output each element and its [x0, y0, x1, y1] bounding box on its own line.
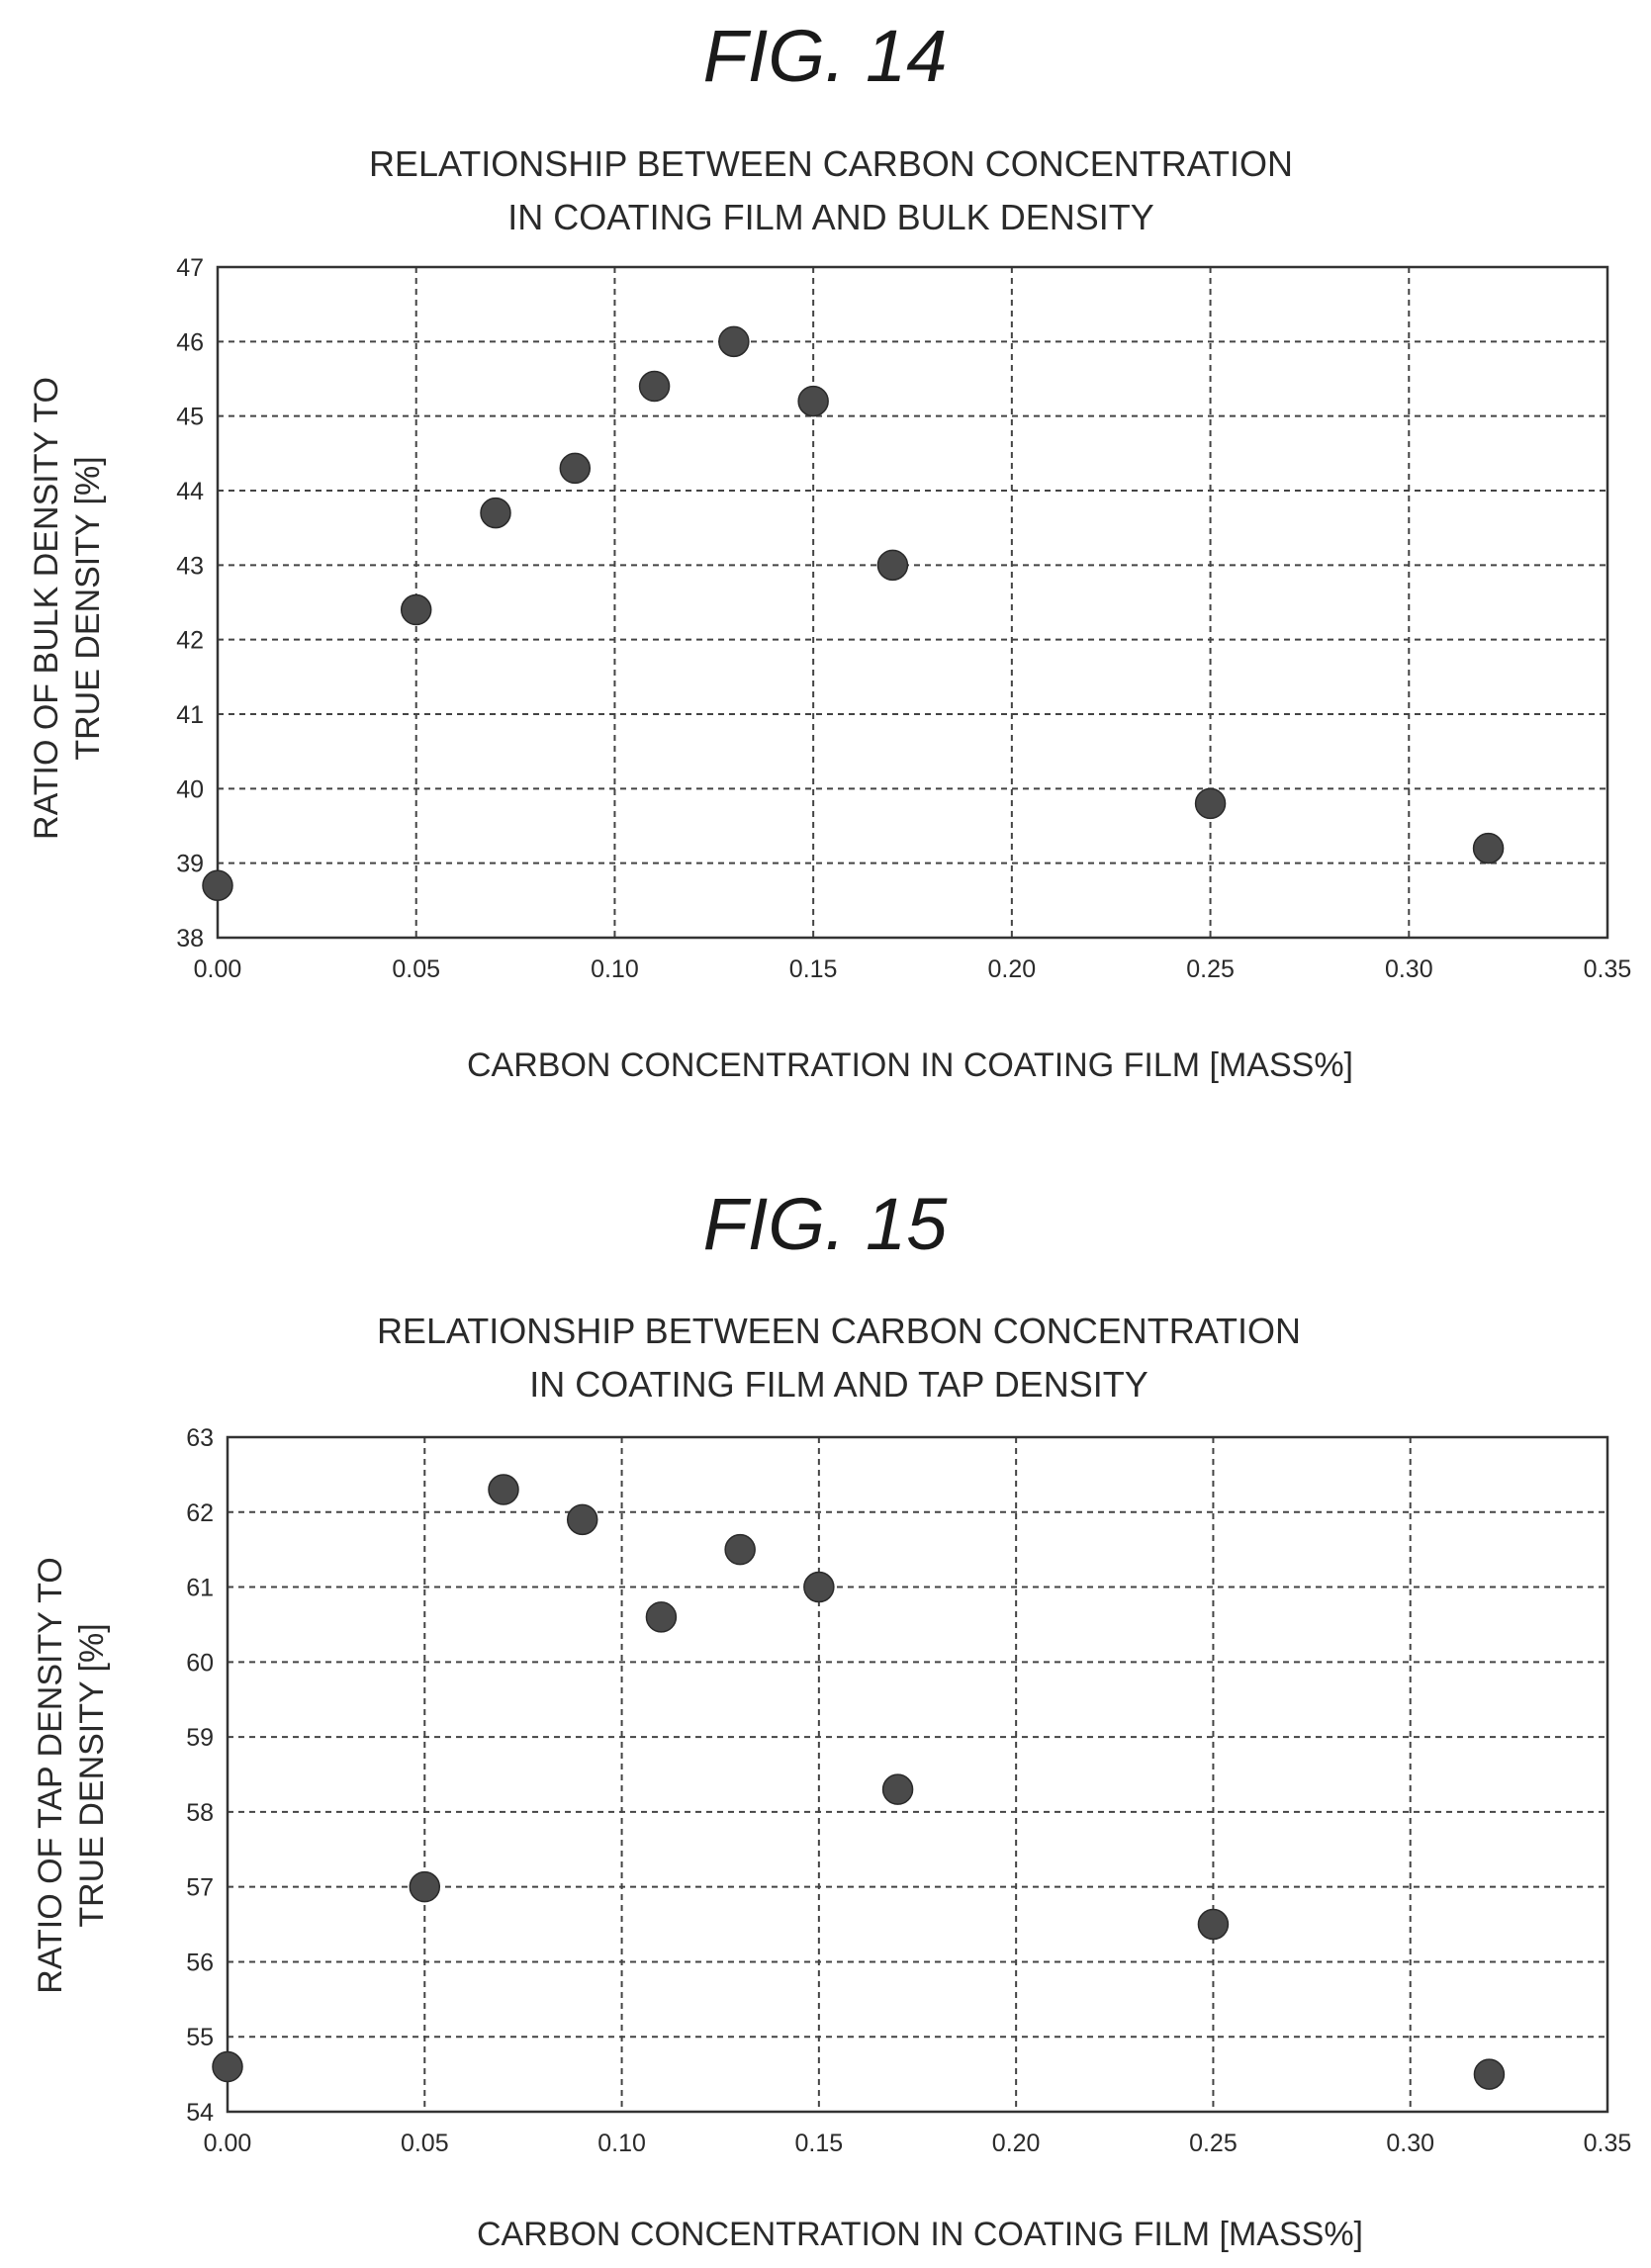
chart-14-y-tick-label: 43 [176, 552, 204, 580]
chart-14-data-point [202, 869, 233, 902]
chart-15-title-line-2: IN COATING FILM AND TAP DENSITY [529, 1364, 1147, 1405]
chart-15-x-tick-label: 0.35 [1584, 2130, 1632, 2157]
chart-14-x-axis-label: CARBON CONCENTRATION IN COATING FILM [MA… [467, 1046, 1353, 1084]
chart-15-data-point [1197, 1908, 1230, 1941]
chart-15-data-point [881, 1773, 914, 1805]
chart-15-grid [228, 1437, 1607, 2112]
chart-15-y-tick-label: 55 [186, 2024, 214, 2051]
chart-14-x-tick-label: 0.05 [392, 955, 440, 983]
chart-15-data-point [803, 1571, 835, 1603]
chart-15-data-point [488, 1474, 519, 1505]
chart-14-title-line-1: RELATIONSHIP BETWEEN CARBON CONCENTRATIO… [369, 143, 1293, 184]
chart-15-x-tick-label: 0.25 [1189, 2130, 1238, 2157]
chart-14-x-tick-label: 0.15 [789, 955, 838, 983]
chart-14-data-point [559, 452, 592, 485]
chart-14-y-tick-label: 45 [176, 404, 204, 431]
chart-14-y-tick-label: 39 [176, 851, 204, 878]
chart-14-x-tick-label: 0.10 [591, 955, 639, 983]
chart-15-x-tick-label: 0.30 [1386, 2130, 1434, 2157]
chart-14-title-line-2: IN COATING FILM AND BULK DENSITY [507, 197, 1153, 237]
chart-14-data-point [797, 385, 829, 417]
chart-15-y-tick-label: 62 [186, 1499, 214, 1527]
chart-15-y-tick-label: 57 [186, 1874, 214, 1902]
chart-15-y-tick-label: 61 [186, 1575, 214, 1602]
figure-14: FIG. 14 RELATIONSHIP BETWEEN CARBON CONC… [28, 15, 1631, 1084]
chart-15-y-tick-label: 56 [186, 1949, 214, 1976]
chart-14-data-point [638, 370, 671, 403]
chart-14-x-tick-label: 0.30 [1385, 955, 1433, 983]
chart-15-y-axis-label-line-1: RATIO OF TAP DENSITY TO [32, 1557, 69, 1993]
chart-14-x-tick-label: 0.00 [194, 955, 242, 983]
figure-14-label: FIG. 14 [703, 15, 948, 97]
chart-15-title-line-1: RELATIONSHIP BETWEEN CARBON CONCENTRATIO… [377, 1311, 1301, 1351]
chart-15-x-tick-labels: 0.00 0.05 0.10 0.15 0.20 0.25 0.30 0.35 [204, 2130, 1632, 2157]
chart-14-y-axis-label-line-2: TRUE DENSITY [%] [69, 456, 107, 760]
chart-15-y-tick-label: 60 [186, 1649, 214, 1677]
chart-15-points [212, 1474, 1506, 2090]
chart-15-data-point [1473, 2058, 1506, 2090]
chart-14-x-tick-label: 0.20 [988, 955, 1037, 983]
chart-15-y-axis-label-line-2: TRUE DENSITY [%] [73, 1623, 111, 1927]
chart-14-y-tick-label: 44 [176, 478, 204, 505]
chart-14-grid [218, 267, 1607, 938]
chart-14-data-point [1194, 787, 1227, 820]
chart-15-y-tick-label: 58 [186, 1799, 214, 1827]
figure-15: FIG. 15 RELATIONSHIP BETWEEN CARBON CONC… [32, 1183, 1631, 2253]
chart-14-y-axis-label-line-1: RATIO OF BULK DENSITY TO [28, 377, 65, 840]
chart-14-y-tick-label: 47 [176, 254, 204, 282]
chart-15-x-tick-label: 0.10 [597, 2130, 646, 2157]
chart-15-x-tick-label: 0.05 [401, 2130, 449, 2157]
chart-14-y-tick-label: 41 [176, 701, 204, 729]
chart-15-data-point [645, 1601, 678, 1633]
chart-14-plot-frame [216, 265, 1609, 940]
chart-15-plot-frame [226, 1435, 1609, 2114]
chart-15-y-tick-label: 54 [186, 2099, 214, 2127]
chart-14-y-tick-label: 46 [176, 328, 204, 356]
chart-15-y-tick-label: 63 [186, 1424, 214, 1452]
chart-15-x-tick-label: 0.15 [795, 2130, 844, 2157]
chart-15-y-tick-labels: 54 55 56 57 58 59 60 61 62 63 [186, 1424, 214, 2127]
chart-15-x-tick-label: 0.00 [204, 2130, 252, 2157]
chart-14-points [202, 325, 1505, 902]
chart-14-data-point [718, 325, 750, 358]
chart-15-data-point [566, 1503, 598, 1536]
chart-14-x-tick-label: 0.35 [1584, 955, 1632, 983]
chart-14-data-point [400, 593, 432, 626]
chart-14-y-tick-label: 38 [176, 925, 204, 953]
chart-14-data-point [480, 497, 511, 529]
chart-15-y-tick-label: 59 [186, 1724, 214, 1752]
chart-14-y-tick-labels: 38 39 40 41 42 43 44 45 46 47 [176, 254, 204, 953]
chart-14-data-point [876, 549, 909, 582]
chart-14-data-point [1472, 832, 1505, 864]
chart-15-x-axis-label: CARBON CONCENTRATION IN COATING FILM [MA… [477, 2216, 1363, 2253]
figure-15-label: FIG. 15 [703, 1183, 949, 1265]
chart-14-x-tick-labels: 0.00 0.05 0.10 0.15 0.20 0.25 0.30 0.35 [194, 955, 1632, 983]
chart-14-x-tick-label: 0.25 [1186, 955, 1235, 983]
chart-15-x-tick-label: 0.20 [992, 2130, 1041, 2157]
chart-15-data-point [724, 1533, 756, 1566]
chart-15-data-point [409, 1870, 441, 1903]
chart-14-y-tick-label: 40 [176, 775, 204, 803]
chart-14-y-tick-label: 42 [176, 627, 204, 655]
chart-15-data-point [212, 2050, 243, 2083]
